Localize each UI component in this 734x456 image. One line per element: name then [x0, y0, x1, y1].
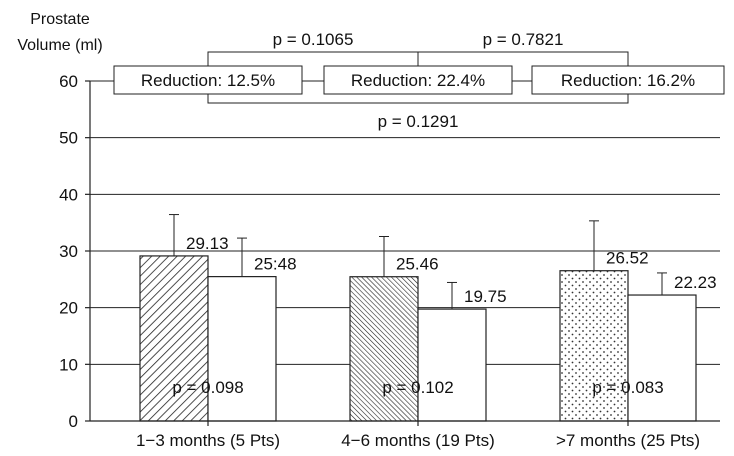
p-label-g2-g3: p = 0.7821	[483, 30, 564, 49]
value-label-s1-1: 19.75	[464, 287, 507, 306]
bracket-g1-g2	[207, 51, 419, 66]
value-label-s1-0: 25:48	[254, 255, 297, 274]
value-label-s0-2: 26.52	[606, 249, 649, 268]
bar-s0-1	[349, 276, 419, 422]
p-label-g1-g2: p = 0.1065	[273, 30, 354, 49]
value-label-s0-0: 29.13	[186, 234, 229, 253]
reduction-box-1	[323, 65, 513, 95]
reduction-label-2: Reduction: 16.2%	[561, 71, 695, 90]
y-tick-label-30: 30	[59, 242, 78, 261]
within-group-p-0: p = 0.098	[172, 378, 243, 397]
x-tick-label-1: 4−6 months (19 Pts)	[341, 431, 495, 450]
y-tick-label-50: 50	[59, 129, 78, 148]
y-tick-label-40: 40	[59, 185, 78, 204]
bar-s1-2	[627, 294, 697, 422]
y-tick-label-10: 10	[59, 355, 78, 374]
x-tick-label-2: >7 months (25 Pts)	[556, 431, 700, 450]
bracket-g1-g3	[207, 94, 629, 104]
y-tick-label-20: 20	[59, 299, 78, 318]
axes: 0 10 20 30 40 50 60 1−3 months (5 Pts) 4−6 month…	[59, 72, 720, 450]
bar-s1-0	[207, 276, 277, 422]
labels: 29.13 25:48 p = 0.098 25.46 19.75 p = 0.102 26…	[172, 234, 716, 397]
bracket-g2-g3	[417, 51, 629, 66]
error-bars	[169, 214, 667, 310]
reduction-label-1: Reduction: 22.4%	[351, 71, 485, 90]
bar-s1-1	[417, 308, 487, 422]
reduction-box-2	[531, 65, 725, 95]
value-label-s0-1: 25.46	[396, 255, 439, 274]
reduction-label-0: Reduction: 12.5%	[141, 71, 275, 90]
y-tick-label-0: 0	[69, 412, 78, 431]
bars	[139, 255, 697, 422]
y-axis-label-line1: Prostate	[30, 11, 90, 28]
p-value-brackets: Reduction: 12.5% Reduction: 22.4% Reductio…	[113, 30, 725, 131]
within-group-p-1: p = 0.102	[382, 378, 453, 397]
value-label-s1-2: 22.23	[674, 273, 717, 292]
within-group-p-2: p = 0.083	[592, 378, 663, 397]
p-label-g1-g3: p = 0.1291	[378, 112, 459, 131]
y-axis-label-line2: Volume (ml)	[17, 37, 102, 54]
bar-s0-2	[559, 270, 629, 422]
y-tick-label-60: 60	[59, 72, 78, 91]
x-tick-label-0: 1−3 months (5 Pts)	[136, 431, 280, 450]
